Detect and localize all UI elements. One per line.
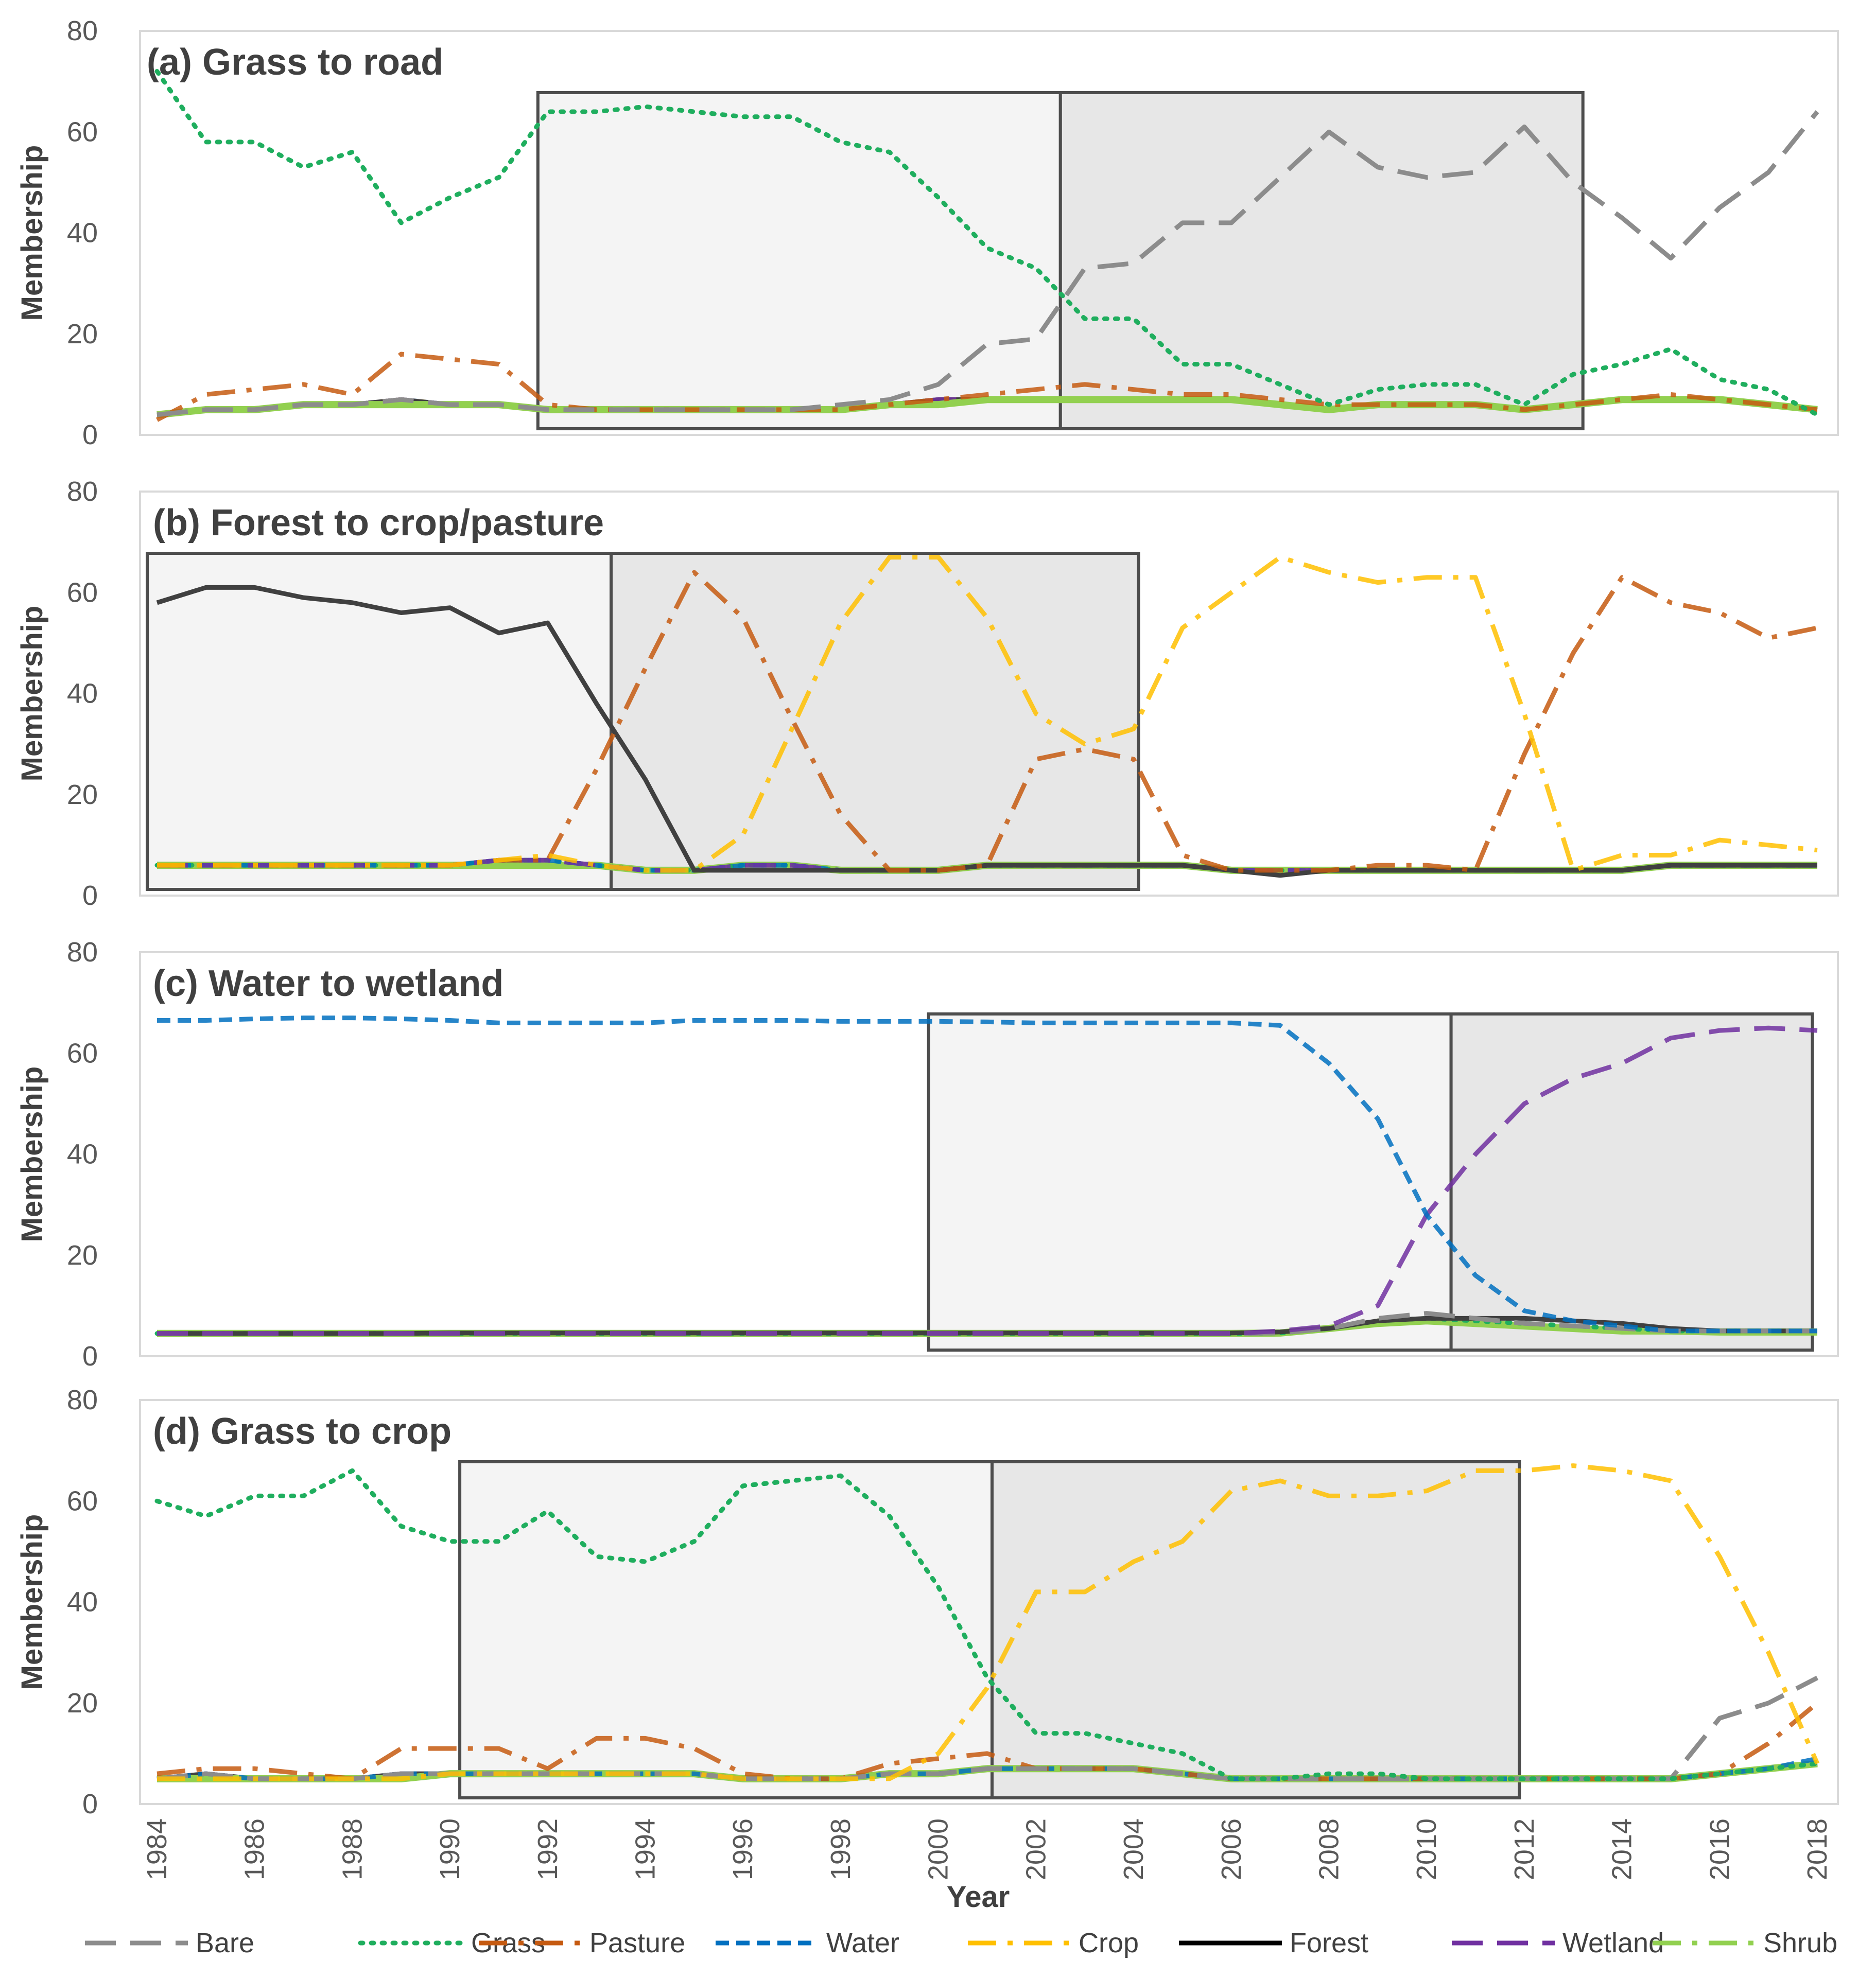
panel-title: (b) Forest to crop/pasture <box>153 502 604 544</box>
y-tick-label: 80 <box>67 937 98 968</box>
y-axis-label: Membership <box>15 1066 49 1242</box>
panel-title: (a) Grass to road <box>147 42 443 83</box>
transition-box <box>610 552 1140 891</box>
x-axis-label: Year <box>947 1880 1010 1914</box>
series-line-grass <box>154 1468 1820 1781</box>
panel-title: (c) Water to wetland <box>153 963 503 1004</box>
x-tick-label: 1984 <box>142 1818 172 1880</box>
x-tick-label: 2018 <box>1802 1818 1833 1880</box>
series-line-bare <box>157 110 1819 417</box>
y-tick-label: 60 <box>67 1038 98 1069</box>
y-tick-label: 80 <box>67 15 98 46</box>
legend-label-shrub: Shrub <box>1763 1928 1837 1958</box>
y-tick-label: 40 <box>67 678 98 709</box>
series-line-crop <box>157 1463 1820 1781</box>
y-axis-label: Membership <box>15 606 49 782</box>
x-tick-label: 2004 <box>1118 1818 1149 1880</box>
legend-label-crop: Crop <box>1079 1928 1139 1958</box>
x-axis-ticks: 1984 1986 1988 1990 1992 1994 1996 1998 2000 2002… <box>142 1818 1833 1880</box>
y-tick-label: 0 <box>82 419 98 450</box>
x-tick-label: 2000 <box>923 1818 954 1880</box>
y-tick-label: 0 <box>82 1789 98 1819</box>
y-axis-label: Membership <box>15 1514 49 1690</box>
y-tick-label: 60 <box>67 116 98 147</box>
legend-label-water: Water <box>826 1928 899 1958</box>
y-tick-label: 40 <box>67 218 98 249</box>
series-line-water <box>157 1016 1817 1334</box>
panel-grass-to-crop: 0 20 40 60 80 (d) Grass to crop Membership <box>15 1385 1839 1819</box>
x-tick-label: 2012 <box>1509 1818 1540 1880</box>
panel-grass-to-road: 0 20 40 60 80 (a) Grass to road Membership <box>15 15 1839 450</box>
transition-box <box>536 91 1062 430</box>
series-line-wetland <box>157 1025 1818 1336</box>
y-tick-label: 0 <box>82 1341 98 1372</box>
x-tick-label: 2016 <box>1704 1818 1735 1880</box>
x-tick-label: 2008 <box>1313 1818 1344 1880</box>
y-tick-label: 80 <box>67 1385 98 1415</box>
x-tick-label: 2014 <box>1607 1818 1638 1880</box>
y-tick-label: 20 <box>67 779 98 810</box>
transition-box <box>990 1460 1521 1799</box>
transition-box <box>927 1012 1453 1352</box>
y-tick-label: 40 <box>67 1139 98 1170</box>
series-line-pasture <box>155 352 1818 422</box>
panel-forest-to-crop-pasture: 0 20 40 60 80 (b) Forest to crop/pasture Mem… <box>15 476 1839 911</box>
transition-box <box>1058 91 1585 430</box>
y-tick-label: 60 <box>67 577 98 608</box>
y-tick-label: 80 <box>67 476 98 507</box>
legend-label-bare: Bare <box>196 1928 254 1958</box>
legend-label-pasture: Pasture <box>589 1928 685 1958</box>
y-tick-label: 0 <box>82 880 98 911</box>
x-tick-label: 2010 <box>1411 1818 1442 1880</box>
x-tick-label: 1990 <box>435 1818 465 1880</box>
x-tick-label: 1994 <box>630 1818 661 1880</box>
y-tick-label: 40 <box>67 1587 98 1618</box>
y-tick-label: 20 <box>67 319 98 349</box>
series-line-forest <box>156 585 1817 878</box>
x-tick-label: 1992 <box>532 1818 563 1880</box>
x-tick-label: 1996 <box>727 1818 758 1880</box>
y-tick-label: 20 <box>67 1688 98 1719</box>
legend-label-wetland: Wetland <box>1562 1928 1664 1958</box>
x-tick-label: 2006 <box>1216 1818 1247 1880</box>
transition-box <box>146 552 613 891</box>
y-tick-label: 60 <box>67 1485 98 1516</box>
panel-title: (d) Grass to crop <box>153 1411 451 1452</box>
series-line-grass <box>154 69 1820 417</box>
transition-box <box>1449 1012 1814 1352</box>
x-tick-label: 1998 <box>825 1818 856 1880</box>
x-tick-label: 1986 <box>239 1818 270 1880</box>
y-tick-label: 20 <box>67 1240 98 1271</box>
legend: Bare Grass Pasture Water Crop Forest Wetland Sh… <box>85 1928 1837 1958</box>
x-tick-label: 1988 <box>337 1818 368 1880</box>
y-axis-label: Membership <box>15 145 49 321</box>
x-tick-label: 2002 <box>1020 1818 1051 1880</box>
transition-box <box>458 1460 994 1799</box>
legend-label-forest: Forest <box>1290 1928 1368 1958</box>
panel-water-to-wetland: 0 20 40 60 80 (c) Water to wetland Membershi… <box>15 937 1839 1372</box>
